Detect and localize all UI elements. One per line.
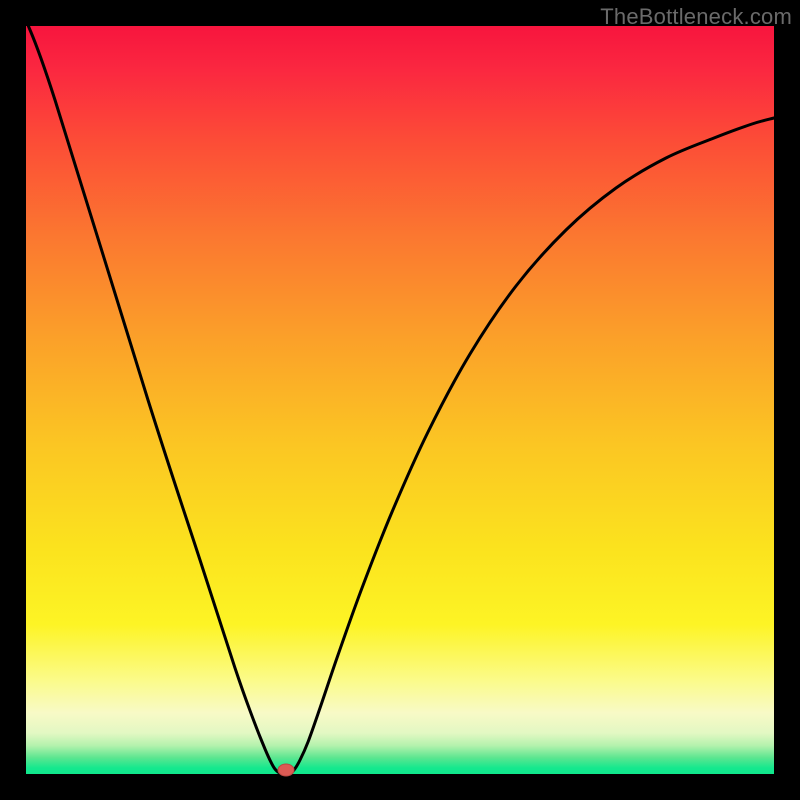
watermark-text: TheBottleneck.com xyxy=(600,4,792,30)
plot-background xyxy=(26,26,774,774)
optimum-marker xyxy=(278,764,294,776)
chart-container: TheBottleneck.com xyxy=(0,0,800,800)
bottleneck-chart xyxy=(0,0,800,800)
